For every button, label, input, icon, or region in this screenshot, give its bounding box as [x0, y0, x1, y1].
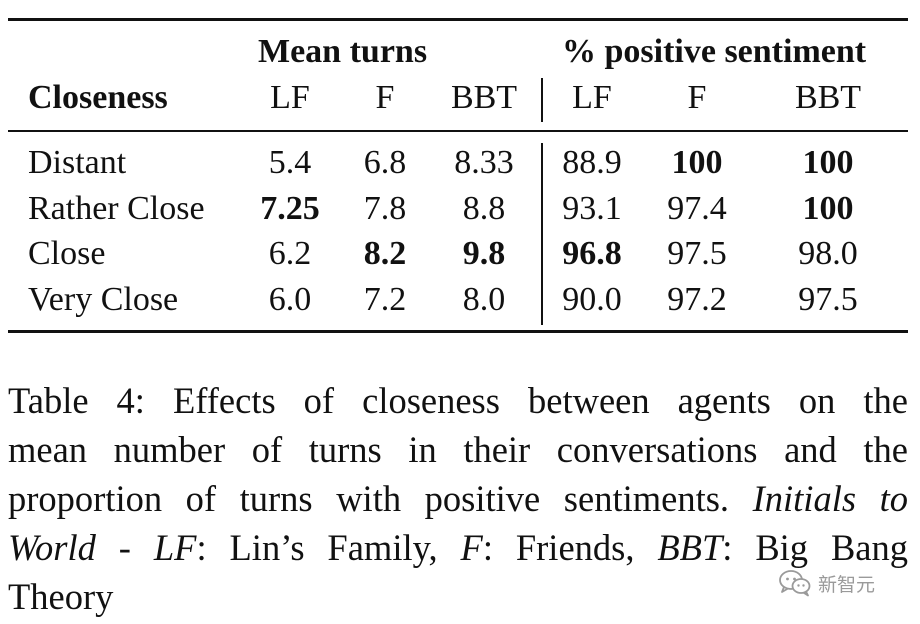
row-label-distant: Distant: [28, 144, 127, 181]
column-header-lf-mean: LF: [270, 79, 310, 116]
table-cell: 93.1: [562, 190, 622, 227]
row-label-very-close: Very Close: [28, 281, 179, 318]
caption-bbt-text: : Big Bang: [722, 527, 908, 568]
wechat-icon: [778, 569, 812, 597]
table-cell: 8.8: [462, 190, 506, 227]
caption-dash: -: [95, 527, 154, 568]
caption-line-3-text: proportion of turns with positive sentim…: [8, 478, 730, 519]
column-header-bbt-mean: BBT: [450, 79, 518, 116]
header-column-separator: [541, 78, 543, 122]
caption-f-text: : Friends,: [482, 527, 658, 568]
table-cell: 97.4: [667, 190, 727, 227]
caption-line-4: World - LF: Lin’s Family, F: Friends, BB…: [8, 523, 908, 572]
caption-world-italic: World: [8, 527, 96, 568]
caption-line-5: Theory: [8, 576, 114, 617]
table-cell-bold: 100: [802, 144, 854, 181]
table-cell: 8.33: [454, 144, 514, 181]
group-header-mean-turns: Mean turns: [258, 33, 428, 70]
table-cell: 6.8: [363, 144, 407, 181]
table-cell: 97.5: [667, 235, 727, 272]
column-header-bbt-sentiment: BBT: [794, 79, 862, 116]
table-caption: Table 4: Effects of closeness between ag…: [8, 376, 908, 621]
watermark-text: 新智元: [818, 573, 876, 596]
table-bottom-rule: [8, 330, 908, 333]
caption-lf-abbrev: LF: [153, 527, 197, 568]
table-cell: 90.0: [562, 281, 622, 318]
table-cell: 6.0: [268, 281, 312, 318]
body-column-separator: [541, 143, 543, 325]
column-header-f-mean: F: [375, 79, 395, 116]
caption-bbt-abbrev: BBT: [657, 527, 723, 568]
table-cell: 7.8: [363, 190, 407, 227]
caption-lf-text: : Lin’s Family,: [196, 527, 461, 568]
table-cell-bold: 8.2: [363, 235, 407, 272]
table-cell-bold: 7.25: [260, 190, 320, 227]
table-cell: 7.2: [363, 281, 407, 318]
table-cell: 8.0: [462, 281, 506, 318]
caption-line-3-italic: Initials to: [752, 478, 909, 519]
table-cell: 98.0: [798, 235, 858, 272]
table-cell: 5.4: [268, 144, 312, 181]
table-cell-bold: 96.8: [562, 235, 622, 272]
table-cell: 97.2: [667, 281, 727, 318]
table-top-rule: [8, 18, 908, 21]
table-cell-bold: 9.8: [462, 235, 506, 272]
row-label-rather-close: Rather Close: [28, 190, 205, 227]
table-cell: 97.5: [798, 281, 858, 318]
row-label-close: Close: [28, 235, 106, 272]
column-header-lf-sentiment: LF: [572, 79, 612, 116]
watermark: 新智元: [778, 567, 875, 599]
column-header-f-sentiment: F: [687, 79, 707, 116]
table-cell-bold: 100: [671, 144, 723, 181]
table-cell: 88.9: [562, 144, 622, 181]
table-cell-bold: 100: [802, 190, 854, 227]
caption-line-3: proportion of turns with positive sentim…: [8, 474, 908, 523]
caption-line-1: Table 4: Effects of closeness between ag…: [8, 380, 908, 421]
column-header-closeness: Closeness: [28, 79, 168, 116]
group-header-positive-sentiment: % positive sentiment: [562, 33, 867, 70]
caption-f-abbrev: F: [460, 527, 483, 568]
caption-line-2: mean number of turns in their conversati…: [8, 429, 908, 470]
table-cell: 6.2: [268, 235, 312, 272]
table-header-rule: [8, 130, 908, 132]
